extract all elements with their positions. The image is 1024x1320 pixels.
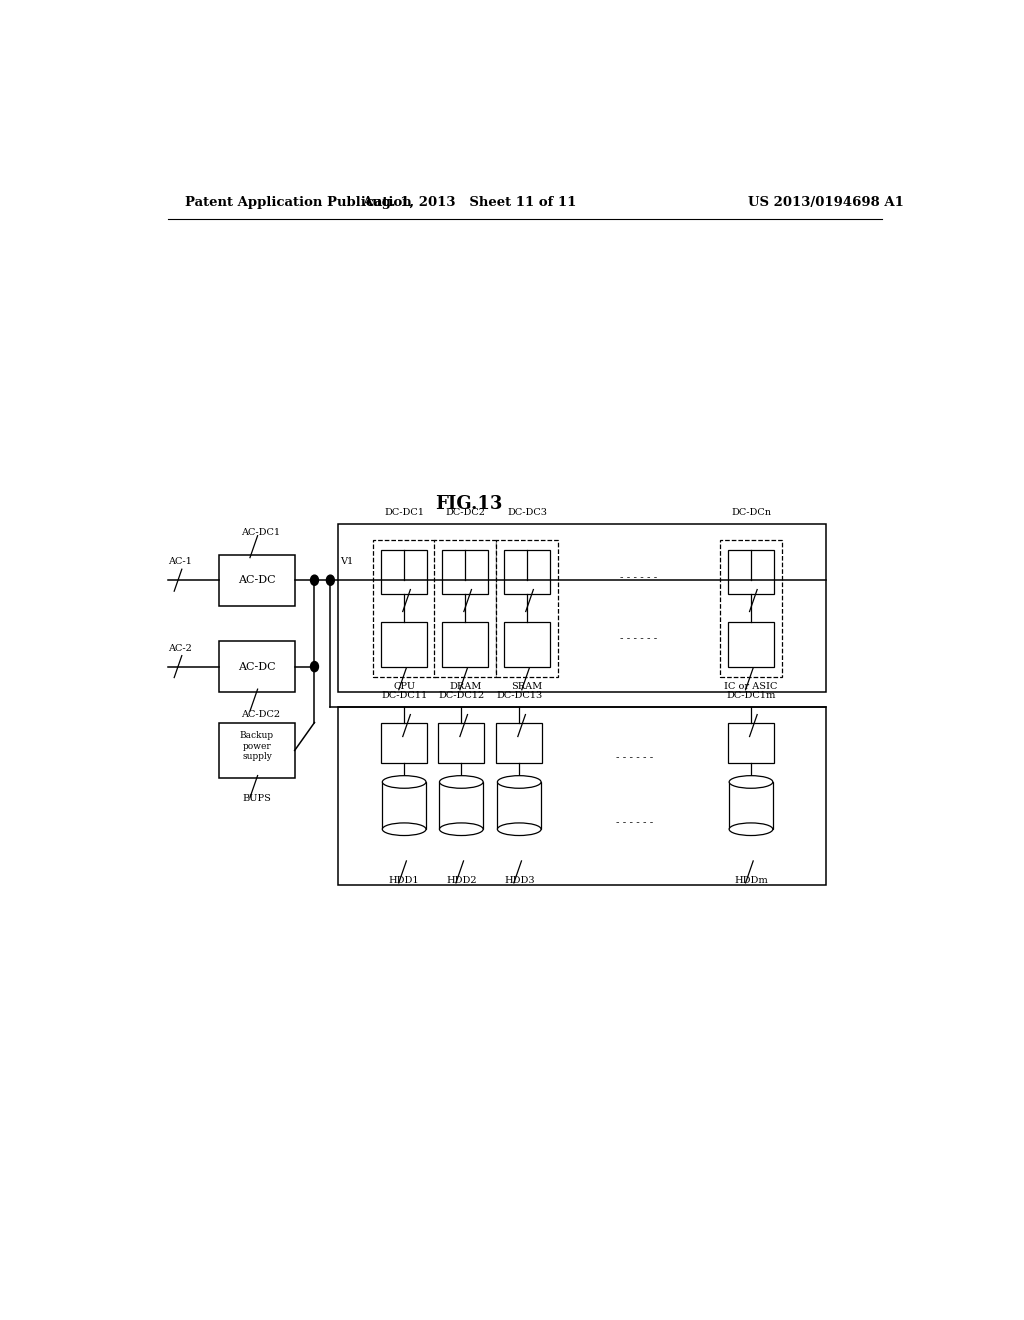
- Text: HDDm: HDDm: [734, 875, 768, 884]
- Text: - - - - - -: - - - - - -: [616, 818, 653, 828]
- Bar: [439, 781, 483, 829]
- Text: DC-DC2: DC-DC2: [445, 508, 485, 516]
- Text: DC-DC11: DC-DC11: [381, 690, 427, 700]
- Text: - - - - - -: - - - - - -: [621, 634, 657, 643]
- Text: AC-1: AC-1: [168, 557, 191, 566]
- Text: CPU: CPU: [393, 682, 416, 692]
- Text: HDD2: HDD2: [446, 875, 476, 884]
- Bar: [219, 722, 295, 779]
- Ellipse shape: [439, 822, 483, 836]
- Ellipse shape: [382, 776, 426, 788]
- Text: V1: V1: [340, 557, 353, 566]
- Bar: [434, 540, 497, 677]
- Text: AC-DC: AC-DC: [239, 576, 275, 585]
- Bar: [382, 781, 426, 829]
- Text: DC-DC3: DC-DC3: [507, 508, 547, 516]
- Bar: [504, 622, 550, 667]
- Ellipse shape: [729, 822, 773, 836]
- Bar: [442, 622, 488, 667]
- Ellipse shape: [729, 776, 773, 788]
- Circle shape: [327, 576, 335, 585]
- Text: DC-DCn: DC-DCn: [731, 508, 771, 516]
- Text: DC-DC12: DC-DC12: [438, 690, 484, 700]
- Bar: [338, 524, 826, 692]
- Text: HDD1: HDD1: [389, 875, 420, 884]
- Text: IC or ASIC: IC or ASIC: [724, 682, 777, 692]
- Ellipse shape: [498, 776, 541, 788]
- Ellipse shape: [439, 776, 483, 788]
- Bar: [729, 781, 773, 829]
- Text: DRAM: DRAM: [450, 682, 481, 692]
- Text: - - - - - -: - - - - - -: [616, 752, 653, 762]
- Text: DC-DC13: DC-DC13: [496, 690, 543, 700]
- Bar: [728, 722, 774, 763]
- Bar: [219, 642, 295, 692]
- Bar: [338, 708, 826, 886]
- Bar: [728, 622, 774, 667]
- Text: AC-DC1: AC-DC1: [242, 528, 281, 537]
- Text: Aug. 1, 2013   Sheet 11 of 11: Aug. 1, 2013 Sheet 11 of 11: [362, 195, 577, 209]
- Bar: [720, 540, 782, 677]
- Text: Backup
power
supply: Backup power supply: [240, 731, 274, 762]
- Text: SRAM: SRAM: [512, 682, 543, 692]
- Text: HDD3: HDD3: [504, 875, 535, 884]
- Text: AC-DC2: AC-DC2: [242, 710, 281, 719]
- Circle shape: [310, 576, 318, 585]
- Text: DC-DC1: DC-DC1: [384, 508, 424, 516]
- Bar: [442, 549, 488, 594]
- Bar: [498, 781, 541, 829]
- Text: DC-DC1m: DC-DC1m: [726, 690, 775, 700]
- Bar: [504, 549, 550, 594]
- Bar: [728, 549, 774, 594]
- Bar: [438, 722, 484, 763]
- Text: US 2013/0194698 A1: US 2013/0194698 A1: [749, 195, 904, 209]
- Bar: [381, 622, 427, 667]
- Text: AC-2: AC-2: [168, 644, 191, 653]
- Text: AC-DC: AC-DC: [239, 661, 275, 672]
- Text: BUPS: BUPS: [243, 795, 271, 804]
- Ellipse shape: [498, 822, 541, 836]
- Ellipse shape: [382, 822, 426, 836]
- Text: FIG.13: FIG.13: [435, 495, 503, 513]
- Text: - - - - - -: - - - - - -: [621, 573, 657, 582]
- Bar: [497, 540, 558, 677]
- Bar: [381, 549, 427, 594]
- Bar: [381, 722, 427, 763]
- Text: Patent Application Publication: Patent Application Publication: [185, 195, 412, 209]
- Circle shape: [310, 661, 318, 672]
- Bar: [373, 540, 435, 677]
- Bar: [497, 722, 543, 763]
- Bar: [219, 554, 295, 606]
